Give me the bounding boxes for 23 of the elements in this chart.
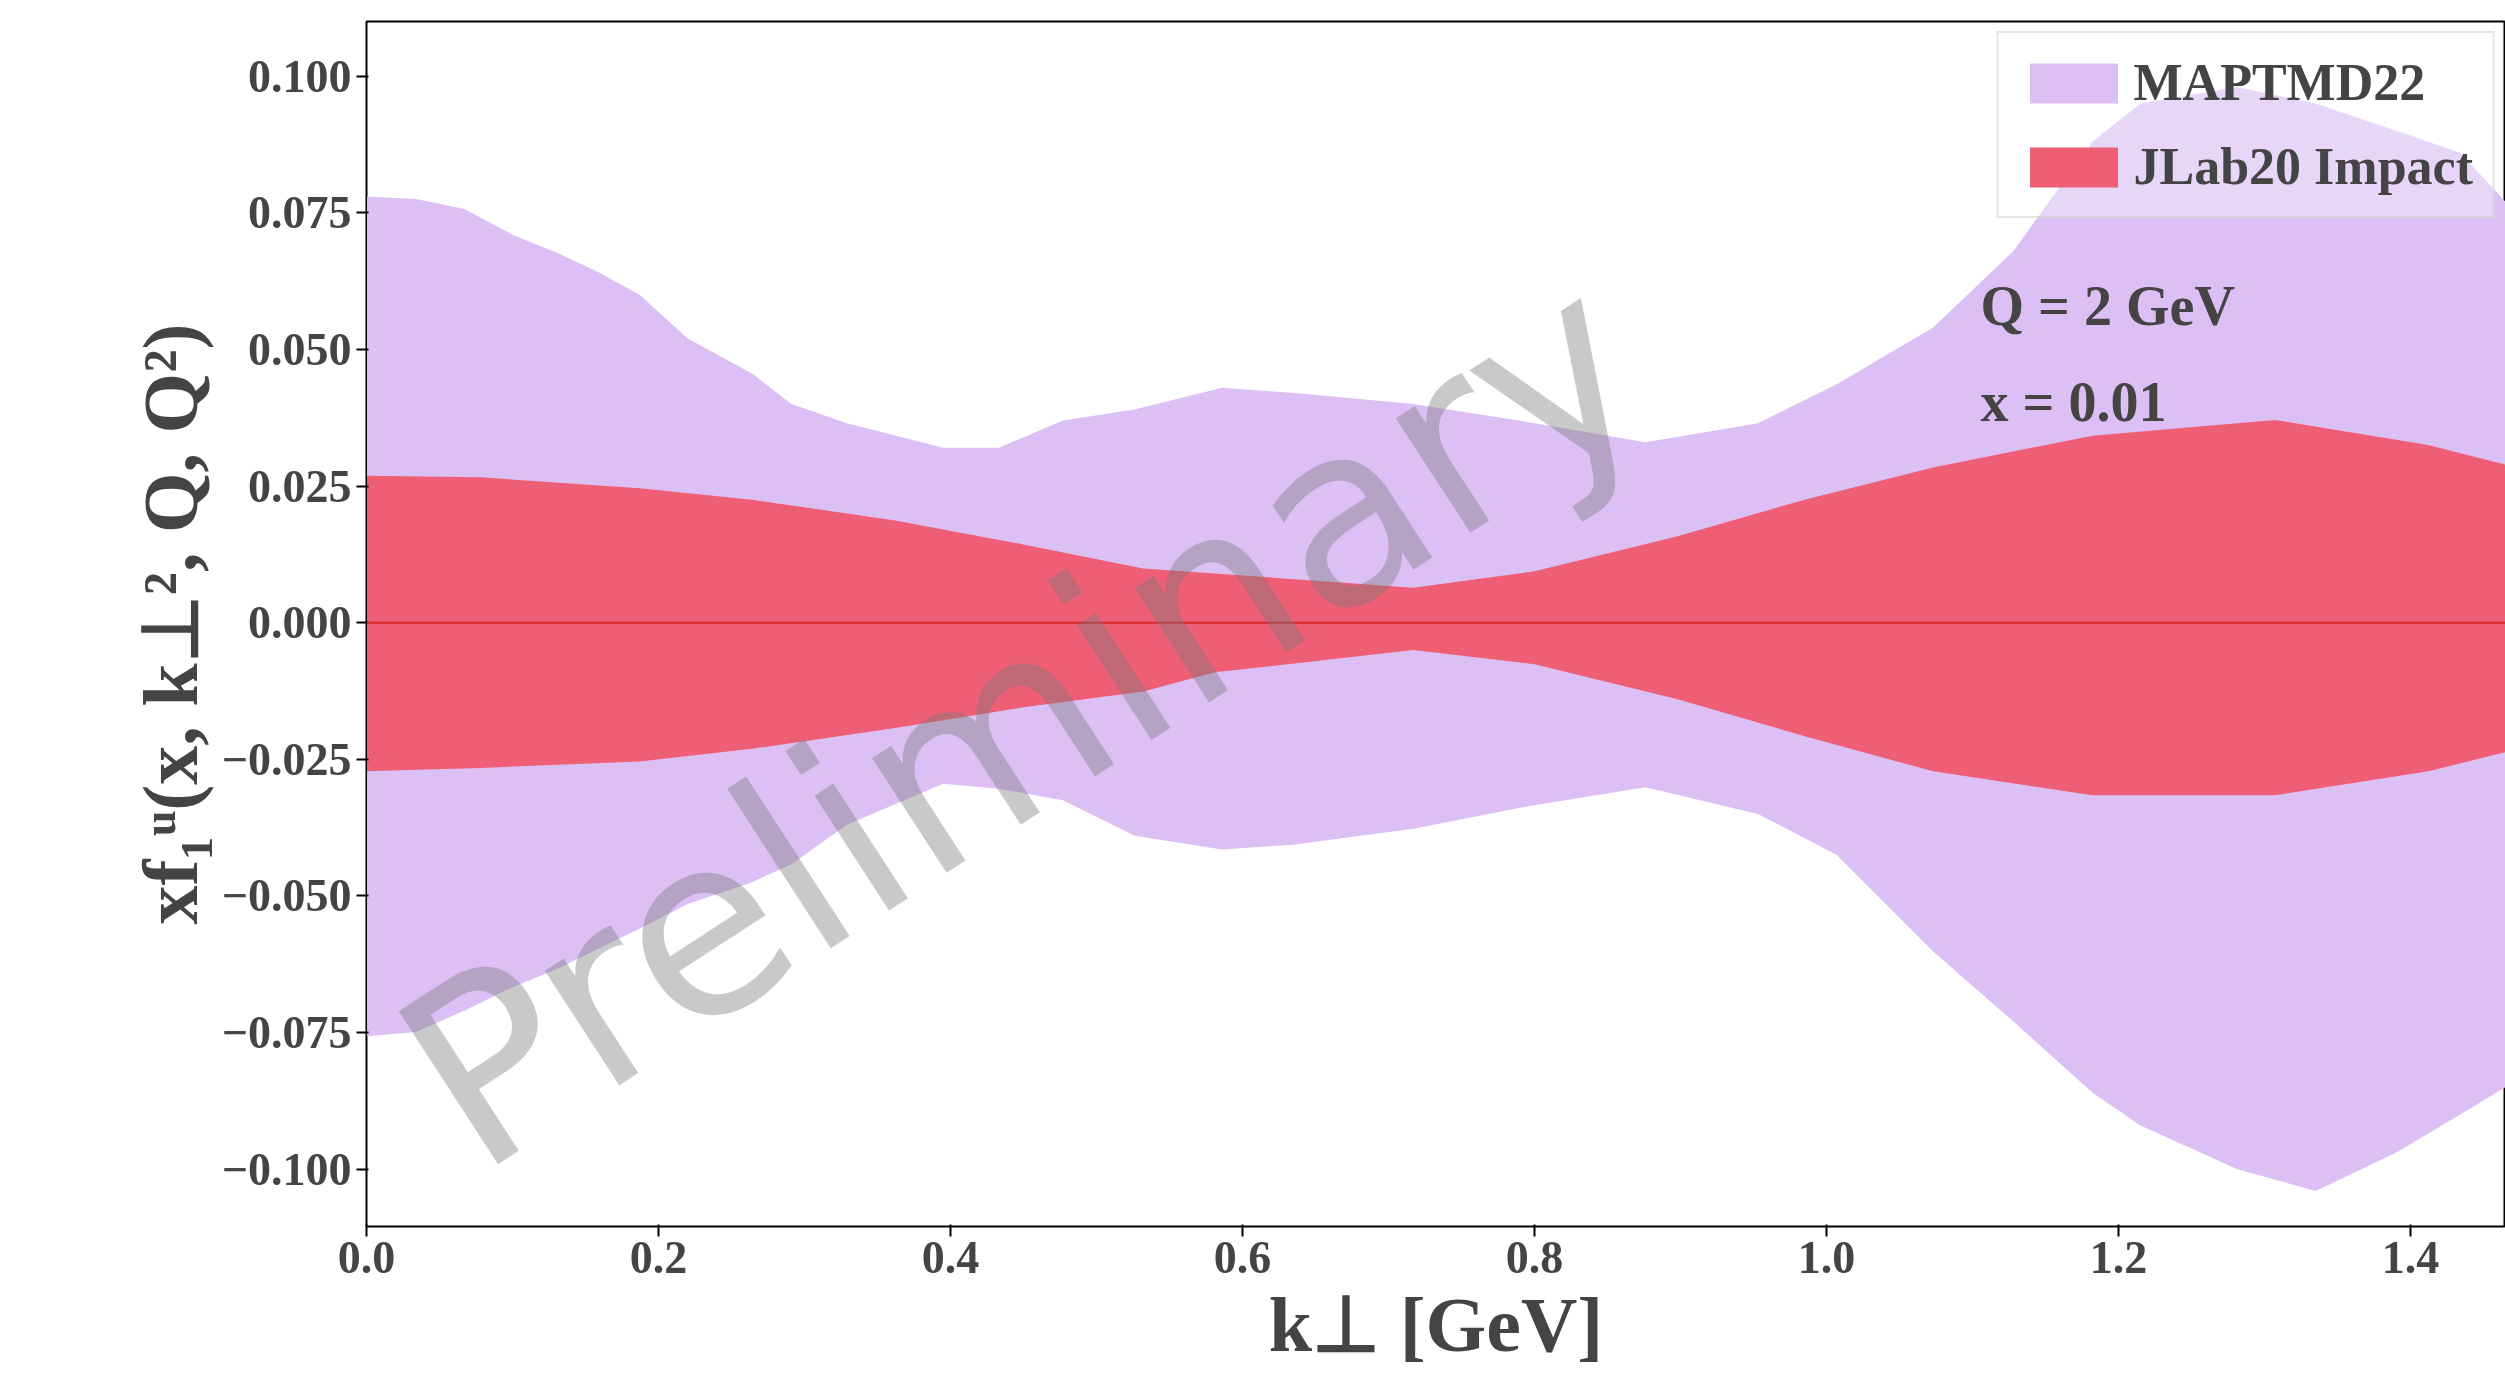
y-axis-title: xf₁ᵘ(x, k⊥², Q, Q²) — [126, 323, 214, 925]
y-tick-label: −0.075 — [221, 1007, 352, 1058]
x-tick-label: 1.2 — [2089, 1231, 2148, 1283]
x-axis-title: k⊥ [GeV] — [1268, 1280, 1604, 1368]
x-tick-label: 0.2 — [629, 1231, 688, 1283]
annotation: x = 0.01 — [1980, 370, 2167, 433]
x-tick-label: 0.6 — [1213, 1231, 1272, 1283]
y-tick-label: −0.050 — [221, 870, 352, 922]
x-tick-label: 0.0 — [337, 1231, 396, 1283]
legend-label: JLab20 Impact — [2133, 137, 2473, 196]
y-tick-label: 0.050 — [248, 323, 352, 375]
x-tick-label: 0.4 — [921, 1231, 980, 1283]
x-tick-label: 0.8 — [1505, 1231, 1564, 1283]
y-tick-label: −0.025 — [221, 733, 352, 785]
y-tick-label: 0.000 — [248, 597, 352, 649]
y-tick-label: 0.025 — [248, 460, 352, 512]
legend-label: MAPTMD22 — [2133, 53, 2426, 112]
y-tick-label: −0.100 — [221, 1143, 352, 1195]
annotation: Q = 2 GeV — [1980, 274, 2235, 337]
x-tick-label: 1.0 — [1797, 1231, 1856, 1283]
x-tick-label: 1.4 — [2381, 1231, 2440, 1283]
y-tick-label: 0.075 — [248, 187, 352, 239]
y-tick-label: 0.100 — [248, 50, 352, 102]
